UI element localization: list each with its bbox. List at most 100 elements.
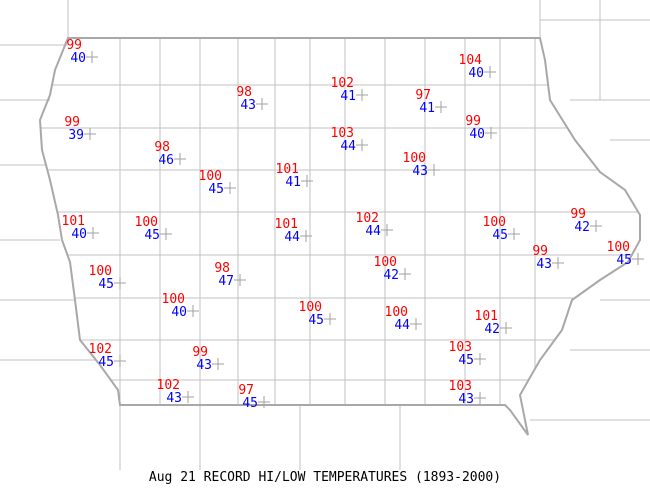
record-high: 102 — [157, 378, 180, 393]
record-high: 100 — [89, 264, 112, 279]
record-high: 100 — [374, 255, 397, 270]
record-low: 45 — [208, 182, 224, 197]
record-high: 103 — [449, 340, 472, 355]
station-marker-icon — [300, 230, 312, 242]
record-low: 45 — [98, 355, 114, 370]
record-high: 100 — [299, 300, 322, 315]
record-high: 100 — [607, 240, 630, 255]
station-marker-icon — [224, 182, 236, 194]
record-low: 44 — [365, 224, 381, 239]
record-high: 100 — [403, 151, 426, 166]
record-low: 40 — [171, 305, 187, 320]
map-caption: Aug 21 RECORD HI/LOW TEMPERATURES (1893-… — [148, 470, 502, 485]
record-high: 103 — [331, 126, 354, 141]
record-high: 100 — [483, 215, 506, 230]
record-high: 98 — [236, 85, 252, 100]
station-marker-icon — [508, 228, 520, 240]
record-low: 45 — [98, 277, 114, 292]
record-low: 40 — [71, 227, 87, 242]
station-marker-icon — [256, 98, 268, 110]
record-low: 44 — [394, 318, 410, 333]
station-marker-icon — [84, 128, 96, 140]
record-high: 101 — [62, 214, 85, 229]
record-low: 45 — [492, 228, 508, 243]
record-low: 39 — [68, 128, 84, 143]
station-marker-icon — [160, 228, 172, 240]
record-high: 102 — [356, 211, 379, 226]
record-high: 101 — [275, 217, 298, 232]
record-high: 99 — [532, 244, 548, 259]
record-high: 99 — [66, 38, 82, 53]
record-high: 97 — [238, 383, 254, 398]
record-high: 100 — [135, 215, 158, 230]
record-high: 97 — [415, 88, 431, 103]
record-high: 99 — [570, 207, 586, 222]
station-marker-icon — [212, 358, 224, 370]
station-marker-icon — [485, 127, 497, 139]
record-high: 102 — [331, 76, 354, 91]
record-low: 42 — [484, 322, 500, 337]
station-marker-icon — [234, 274, 246, 286]
record-low: 42 — [574, 220, 590, 235]
record-low: 40 — [70, 51, 86, 66]
record-low: 41 — [419, 101, 435, 116]
record-high: 102 — [89, 342, 112, 357]
station-marker-icon — [114, 355, 126, 367]
record-low: 41 — [285, 175, 301, 190]
station-marker-icon — [381, 224, 393, 236]
record-high: 101 — [475, 309, 498, 324]
county-lines — [40, 38, 640, 435]
record-low: 43 — [458, 392, 474, 407]
station-marker-icon — [258, 396, 270, 408]
station-marker-icon — [399, 268, 411, 280]
record-low: 45 — [308, 313, 324, 328]
iowa-state-border — [38, 37, 641, 436]
record-low: 43 — [536, 257, 552, 272]
neighbor-state-lines — [0, 0, 650, 470]
station-marker-icon — [632, 253, 644, 265]
record-low: 41 — [340, 89, 356, 104]
station-marker-icon — [324, 313, 336, 325]
record-low: 45 — [458, 353, 474, 368]
record-low: 44 — [284, 230, 300, 245]
station-marker-icon — [410, 318, 422, 330]
record-high: 100 — [162, 292, 185, 307]
record-high: 99 — [465, 114, 481, 129]
station-marker-icon — [428, 164, 440, 176]
record-low: 42 — [383, 268, 399, 283]
record-low: 43 — [196, 358, 212, 373]
station-marker-icon — [187, 305, 199, 317]
record-low: 43 — [166, 391, 182, 406]
